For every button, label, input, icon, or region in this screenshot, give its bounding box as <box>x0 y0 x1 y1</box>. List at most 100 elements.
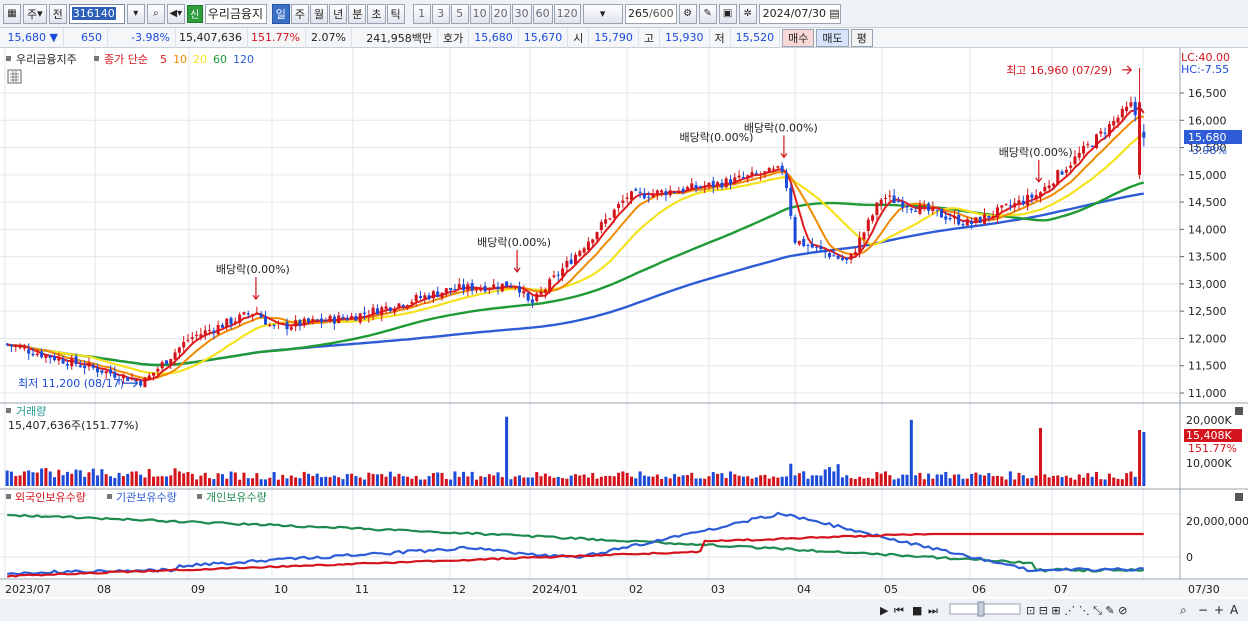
period-tab-3[interactable]: 년 <box>329 3 348 24</box>
scope-button[interactable]: 전 <box>48 3 67 24</box>
zoom-slider[interactable] <box>949 603 1021 615</box>
candle-body <box>371 307 375 315</box>
period-tab-1[interactable]: 주 <box>290 3 310 24</box>
volume-bar <box>539 476 543 486</box>
volume-bar <box>1039 427 1043 486</box>
volume-close-icon[interactable] <box>1235 407 1243 415</box>
interval-tab-10[interactable]: 10 <box>469 3 490 24</box>
candle-body <box>143 377 147 388</box>
interval-tab-30[interactable]: 30 <box>511 3 532 24</box>
interval-tab-5[interactable]: 5 <box>450 3 469 24</box>
zoom-slider-handle[interactable] <box>977 601 985 617</box>
period-tab-4[interactable]: 분 <box>348 3 367 24</box>
candle-body <box>268 324 272 326</box>
volume-bar <box>324 476 328 486</box>
new-listing-badge: 신 <box>186 4 203 23</box>
interval-tab-120[interactable]: 120 <box>553 3 581 24</box>
draw-tool-icon[interactable]: ✎ <box>698 3 717 24</box>
candle-body <box>238 314 242 323</box>
hc-label: HC:-7.55 <box>1181 63 1229 76</box>
period-tab-6[interactable]: 틱 <box>386 3 405 24</box>
candle-body <box>474 288 478 291</box>
interval-tab-3[interactable]: 3 <box>431 3 450 24</box>
data-count-field[interactable]: 265/600 <box>624 3 677 24</box>
dividend-note-4: 배당락(0.00%) <box>999 146 1073 159</box>
volume-bar <box>319 477 323 486</box>
zoom-search-icon[interactable]: ⌕ <box>1180 603 1187 617</box>
candle-body <box>914 210 918 212</box>
interval-tab-60[interactable]: 60 <box>532 3 553 24</box>
volume-bar <box>853 478 857 486</box>
market-type-select[interactable]: 주 ▾ <box>23 3 47 24</box>
candle-body <box>754 173 758 175</box>
chart-area[interactable]: 우리금융지주 종가 단순 5 10 20 60 120 LC:40.00 HC:-7.5… <box>0 48 1248 621</box>
volume-bar <box>582 474 586 486</box>
volume-bar <box>367 472 371 486</box>
volume-bar <box>703 478 707 486</box>
zoom-out-icon[interactable]: − <box>1198 603 1208 617</box>
candle-body <box>815 246 819 248</box>
volume-bar <box>526 477 530 486</box>
candle-body <box>716 182 720 186</box>
stock-code-input[interactable]: 316140 <box>68 3 125 24</box>
candle-body <box>302 318 306 326</box>
scroll-right-icon[interactable]: ▶ <box>880 604 889 617</box>
candle-body <box>871 215 875 221</box>
candle-body <box>57 357 61 361</box>
sell-button[interactable]: 매도 <box>816 28 849 47</box>
current-price: 15,680 ▼ <box>0 27 64 48</box>
scroll-start-icon[interactable]: ⏮ <box>894 604 904 617</box>
stock-chart[interactable]: 우리금융지주 종가 단순 5 10 20 60 120 LC:40.00 HC:-7.5… <box>0 48 1248 621</box>
scroll-end-icon[interactable]: ⏭ <box>928 604 938 617</box>
eval-button[interactable]: 평 <box>850 28 873 47</box>
volume-bar <box>453 471 457 486</box>
save-icon[interactable]: ▣ <box>718 3 737 24</box>
volume-bar <box>384 476 388 486</box>
chart-settings-icon[interactable]: ▦ <box>3 3 21 24</box>
interval-tab-1[interactable]: 1 <box>412 3 431 24</box>
period-tab-5[interactable]: 초 <box>367 3 386 24</box>
gear-icon[interactable]: ✲ <box>738 3 757 24</box>
candle-body <box>375 308 379 315</box>
candle-body <box>1013 203 1017 208</box>
volume-bar <box>595 478 599 486</box>
candle-body <box>797 240 801 245</box>
volume-bar <box>987 473 991 486</box>
period-tab-0[interactable]: 일 <box>271 3 290 24</box>
candle-body <box>582 248 586 253</box>
stop-icon[interactable]: ■ <box>912 604 922 617</box>
code-dropdown-icon[interactable]: ▾ <box>126 3 145 24</box>
calendar-icon[interactable]: ▤ <box>829 7 840 20</box>
volume-bar <box>1069 477 1073 486</box>
interval-tab-20[interactable]: 20 <box>490 3 511 24</box>
volume-bar <box>40 468 44 486</box>
interval-custom-select[interactable]: ▾ <box>582 3 623 24</box>
dividend-arrow-icon <box>780 135 788 159</box>
volume-bar <box>948 478 952 486</box>
candle-body <box>763 171 767 173</box>
volume-bar <box>681 475 685 486</box>
speaker-icon[interactable]: ◀▾ <box>166 3 185 24</box>
date-field[interactable]: 2024/07/30 ▤ <box>758 3 841 24</box>
drawing-tools-icons[interactable]: ⊡ ⊟ ⊞ ⋰ ⋱ ⤡ ✎ ⊘ <box>1026 604 1127 617</box>
volume-bar <box>238 479 242 486</box>
candle-body <box>1125 106 1129 112</box>
price-annotations: 최고 16,960 (07/29) 최저 11,200 (08/17) 배당락(0.… <box>18 64 1133 390</box>
volume-bar <box>22 471 26 486</box>
turnover: 2.07% <box>306 27 352 48</box>
volume-bar <box>660 478 664 486</box>
candle-body <box>203 330 207 335</box>
zoom-in-icon[interactable]: + <box>1214 603 1224 617</box>
candle-body <box>698 186 702 188</box>
candle-body <box>918 204 922 214</box>
candle-body <box>208 330 212 332</box>
volume-bar <box>884 471 888 486</box>
font-size-icon[interactable]: A <box>1230 603 1239 617</box>
holdings-close-icon[interactable] <box>1235 493 1243 501</box>
buy-button[interactable]: 매수 <box>782 28 815 47</box>
volume-bar <box>328 477 332 486</box>
indicator-icon[interactable]: ⚙ <box>678 3 697 24</box>
period-tab-2[interactable]: 월 <box>310 3 329 24</box>
table-toggle-icon[interactable] <box>7 69 22 84</box>
search-icon[interactable]: ⌕ <box>146 3 165 24</box>
